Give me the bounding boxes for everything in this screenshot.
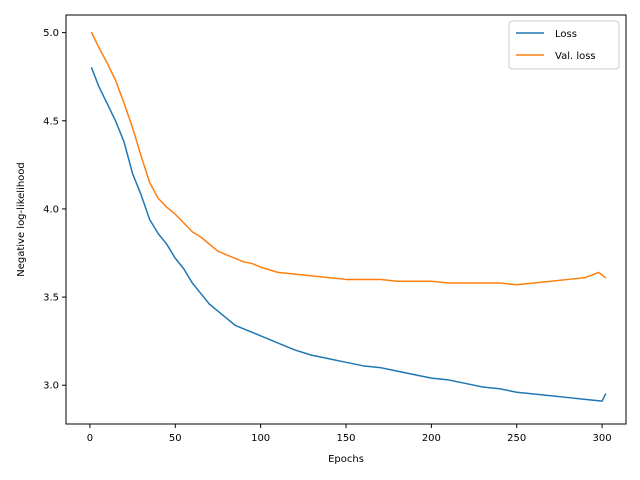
x-axis: 0 50 100 150 200 250 300: [87, 424, 612, 444]
series-line-loss: [90, 67, 607, 402]
y-tick-label: 4.5: [43, 116, 59, 127]
legend-label-loss: Loss: [555, 29, 577, 40]
x-tick-label: 250: [507, 433, 526, 444]
series-line-val-loss: [90, 31, 607, 286]
x-tick-label: 200: [422, 433, 441, 444]
x-axis-label: Epochs: [328, 454, 364, 465]
x-tick-label: 100: [251, 433, 270, 444]
x-tick-label: 150: [336, 433, 355, 444]
y-axis-label: Negative log-likelihood: [16, 162, 27, 277]
y-tick-label: 4.0: [43, 204, 59, 215]
y-axis: 3.0 3.5 4.0 4.5 5.0: [43, 28, 66, 392]
legend: Loss Val. loss: [508, 20, 620, 70]
y-tick-label: 3.5: [43, 293, 59, 304]
x-tick-label: 50: [169, 433, 182, 444]
x-tick-label: 0: [87, 433, 93, 444]
y-tick-label: 3.0: [43, 381, 59, 392]
y-tick-label: 5.0: [43, 28, 59, 39]
x-tick-label: 300: [593, 433, 612, 444]
plot-area: [90, 31, 607, 402]
legend-label-val-loss: Val. loss: [555, 51, 596, 62]
